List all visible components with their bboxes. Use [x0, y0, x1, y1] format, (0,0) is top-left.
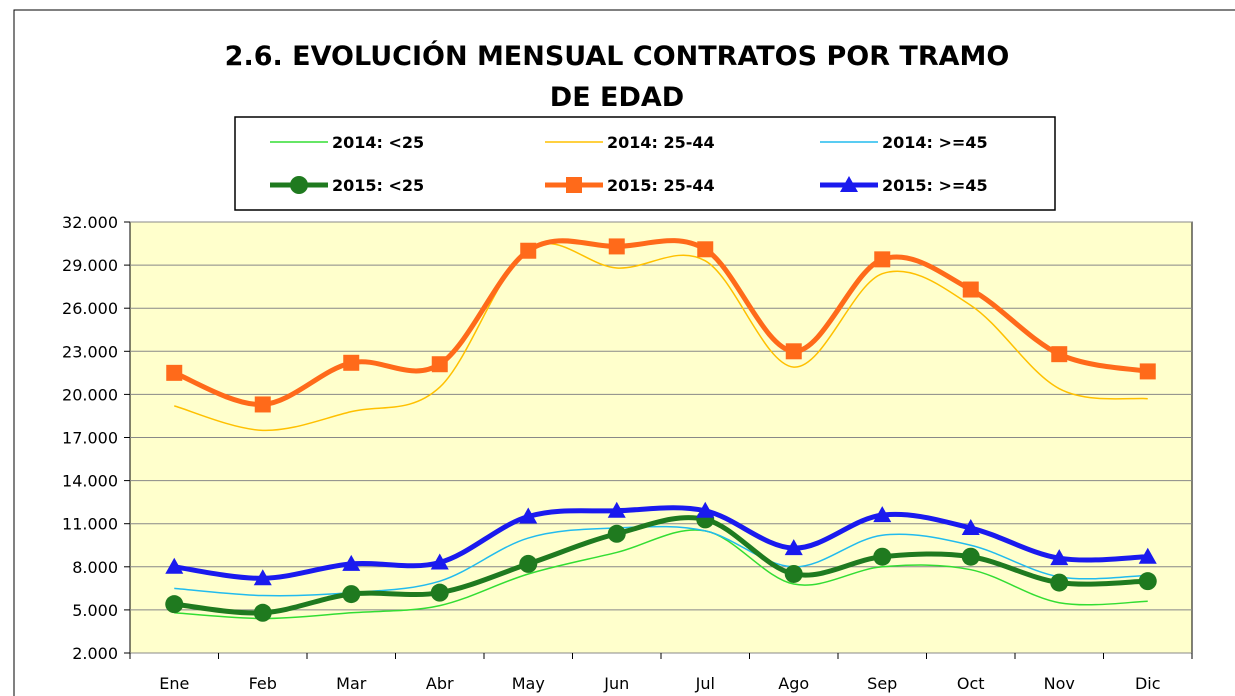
data-point — [1050, 549, 1069, 566]
y-tick-label: 2.000 — [72, 644, 118, 663]
data-point — [697, 241, 714, 258]
x-tick-label: Oct — [957, 674, 985, 693]
y-tick-label: 29.000 — [62, 256, 118, 275]
data-point — [608, 238, 625, 255]
y-tick-label: 5.000 — [72, 601, 118, 620]
legend-label: 2015: >=45 — [882, 176, 988, 195]
data-point — [253, 569, 272, 586]
data-point — [165, 557, 184, 574]
y-tick-label: 20.000 — [62, 385, 118, 404]
data-point — [961, 519, 980, 536]
data-point — [1138, 547, 1157, 564]
data-point — [430, 583, 449, 602]
y-tick-label: 23.000 — [62, 342, 118, 361]
data-point — [342, 585, 361, 604]
marker — [290, 176, 308, 194]
data-point — [519, 507, 538, 524]
data-point — [342, 554, 361, 571]
x-tick-label: Mar — [336, 674, 367, 693]
data-point — [430, 553, 449, 570]
chart-title: 2.6. EVOLUCIÓN MENSUAL CONTRATOS POR TRA… — [225, 40, 1010, 113]
y-tick-label: 32.000 — [62, 213, 118, 232]
y-tick-label: 17.000 — [62, 429, 118, 448]
data-point — [785, 343, 802, 360]
x-tick-label: Feb — [249, 674, 277, 693]
data-point — [607, 501, 626, 518]
data-point — [254, 396, 271, 413]
legend-label: 2014: 25-44 — [607, 133, 715, 152]
x-tick-label: Jun — [603, 674, 629, 693]
data-point — [166, 364, 183, 381]
legend-label: 2014: >=45 — [882, 133, 988, 152]
data-point — [696, 501, 715, 518]
series-line — [174, 242, 1148, 432]
y-tick-label: 11.000 — [62, 515, 118, 534]
data-point — [519, 554, 538, 573]
data-point — [431, 356, 448, 373]
x-tick-label: Sep — [867, 674, 897, 693]
legend-label: 2015: <25 — [332, 176, 424, 195]
data-point — [873, 547, 892, 566]
data-point — [784, 564, 803, 583]
y-tick-label: 14.000 — [62, 472, 118, 491]
data-point — [1051, 346, 1068, 363]
chart-title: 2.6. EVOLUCIÓN MENSUAL CONTRATOS POR TRA… — [225, 40, 1010, 113]
x-tick-label: Jul — [695, 674, 715, 693]
data-point — [520, 242, 537, 259]
marker — [566, 177, 582, 193]
x-tick-label: Ene — [159, 674, 189, 693]
data-point — [1138, 572, 1157, 591]
data-point — [874, 251, 891, 268]
x-tick-label: Dic — [1135, 674, 1161, 693]
data-point — [343, 354, 360, 371]
x-tick-label: Abr — [426, 674, 454, 693]
data-point — [873, 506, 892, 523]
x-tick-label: Nov — [1044, 674, 1075, 693]
y-tick-label: 26.000 — [62, 299, 118, 318]
data-point — [1050, 573, 1069, 592]
legend-label: 2015: 25-44 — [607, 176, 715, 195]
data-point — [607, 524, 626, 543]
legend-box — [234, 116, 1056, 211]
legend-label: 2014: <25 — [332, 133, 424, 152]
x-tick-label: May — [512, 674, 545, 693]
data-point — [962, 281, 979, 298]
x-tick-label: Ago — [778, 674, 809, 693]
data-point — [253, 603, 272, 622]
marker — [840, 176, 858, 192]
data-point — [165, 595, 184, 614]
y-tick-label: 8.000 — [72, 558, 118, 577]
data-point — [784, 539, 803, 556]
data-point — [961, 547, 980, 566]
series-line — [174, 529, 1148, 620]
data-point — [1139, 363, 1156, 380]
